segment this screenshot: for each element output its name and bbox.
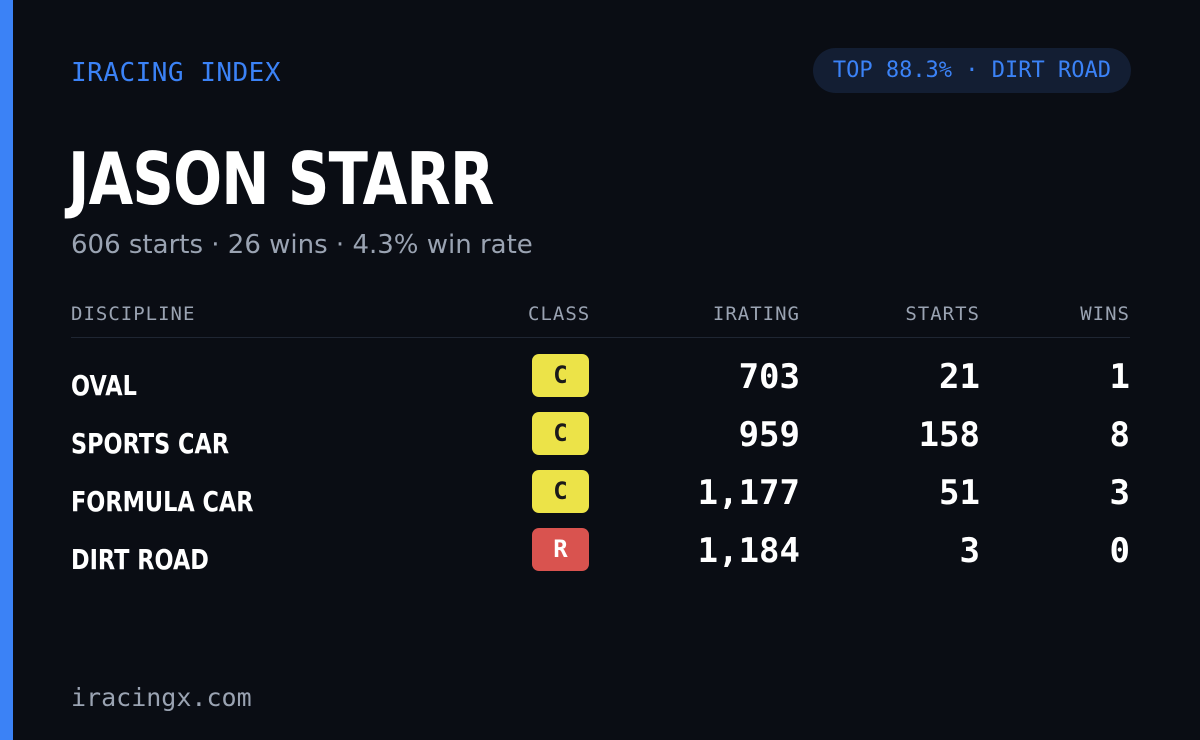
column-header-class: CLASS <box>528 303 591 325</box>
column-header-starts: STARTS <box>905 303 980 325</box>
class-badge: R <box>532 528 589 571</box>
starts-value: 51 <box>939 473 980 513</box>
starts-value: 3 <box>959 531 980 571</box>
table-header: DISCIPLINE CLASS IRATING STARTS WINS <box>71 298 1130 338</box>
table-row-sports-car: SPORTS CAR C 959 158 8 <box>71 412 1130 470</box>
irating-value: 703 <box>738 357 800 397</box>
starts-value: 158 <box>918 415 980 455</box>
driver-summary: 606 starts · 26 wins · 4.3% win rate <box>71 230 533 260</box>
class-badge: C <box>532 412 589 455</box>
class-badge: C <box>532 354 589 397</box>
driver-name: JASON STARR <box>68 137 494 221</box>
table-row-formula-car: FORMULA CAR C 1,177 51 3 <box>71 470 1130 528</box>
brand-title: IRACING INDEX <box>71 58 281 88</box>
accent-bar <box>0 0 13 740</box>
table-row-dirt-road: DIRT ROAD R 1,184 3 0 <box>71 528 1130 586</box>
table-row-oval: OVAL C 703 21 1 <box>71 354 1130 412</box>
class-badge: C <box>532 470 589 513</box>
stats-table: DISCIPLINE CLASS IRATING STARTS WINS OVA… <box>71 298 1130 586</box>
wins-value: 3 <box>1109 473 1130 513</box>
starts-value: 21 <box>939 357 980 397</box>
irating-value: 1,184 <box>697 531 800 571</box>
wins-value: 0 <box>1109 531 1130 571</box>
column-header-discipline: DISCIPLINE <box>71 303 196 325</box>
column-header-irating: IRATING <box>712 303 800 325</box>
discipline-name: OVAL <box>71 369 137 402</box>
wins-value: 1 <box>1109 357 1130 397</box>
discipline-name: SPORTS CAR <box>71 427 230 460</box>
discipline-name: FORMULA CAR <box>71 485 254 518</box>
column-header-wins: WINS <box>1080 303 1130 325</box>
irating-value: 959 <box>738 415 800 455</box>
irating-value: 1,177 <box>697 473 800 513</box>
discipline-name: DIRT ROAD <box>71 543 209 576</box>
wins-value: 8 <box>1109 415 1130 455</box>
footer-domain: iracingx.com <box>71 683 252 712</box>
rank-badge: TOP 88.3% · DIRT ROAD <box>812 48 1131 93</box>
